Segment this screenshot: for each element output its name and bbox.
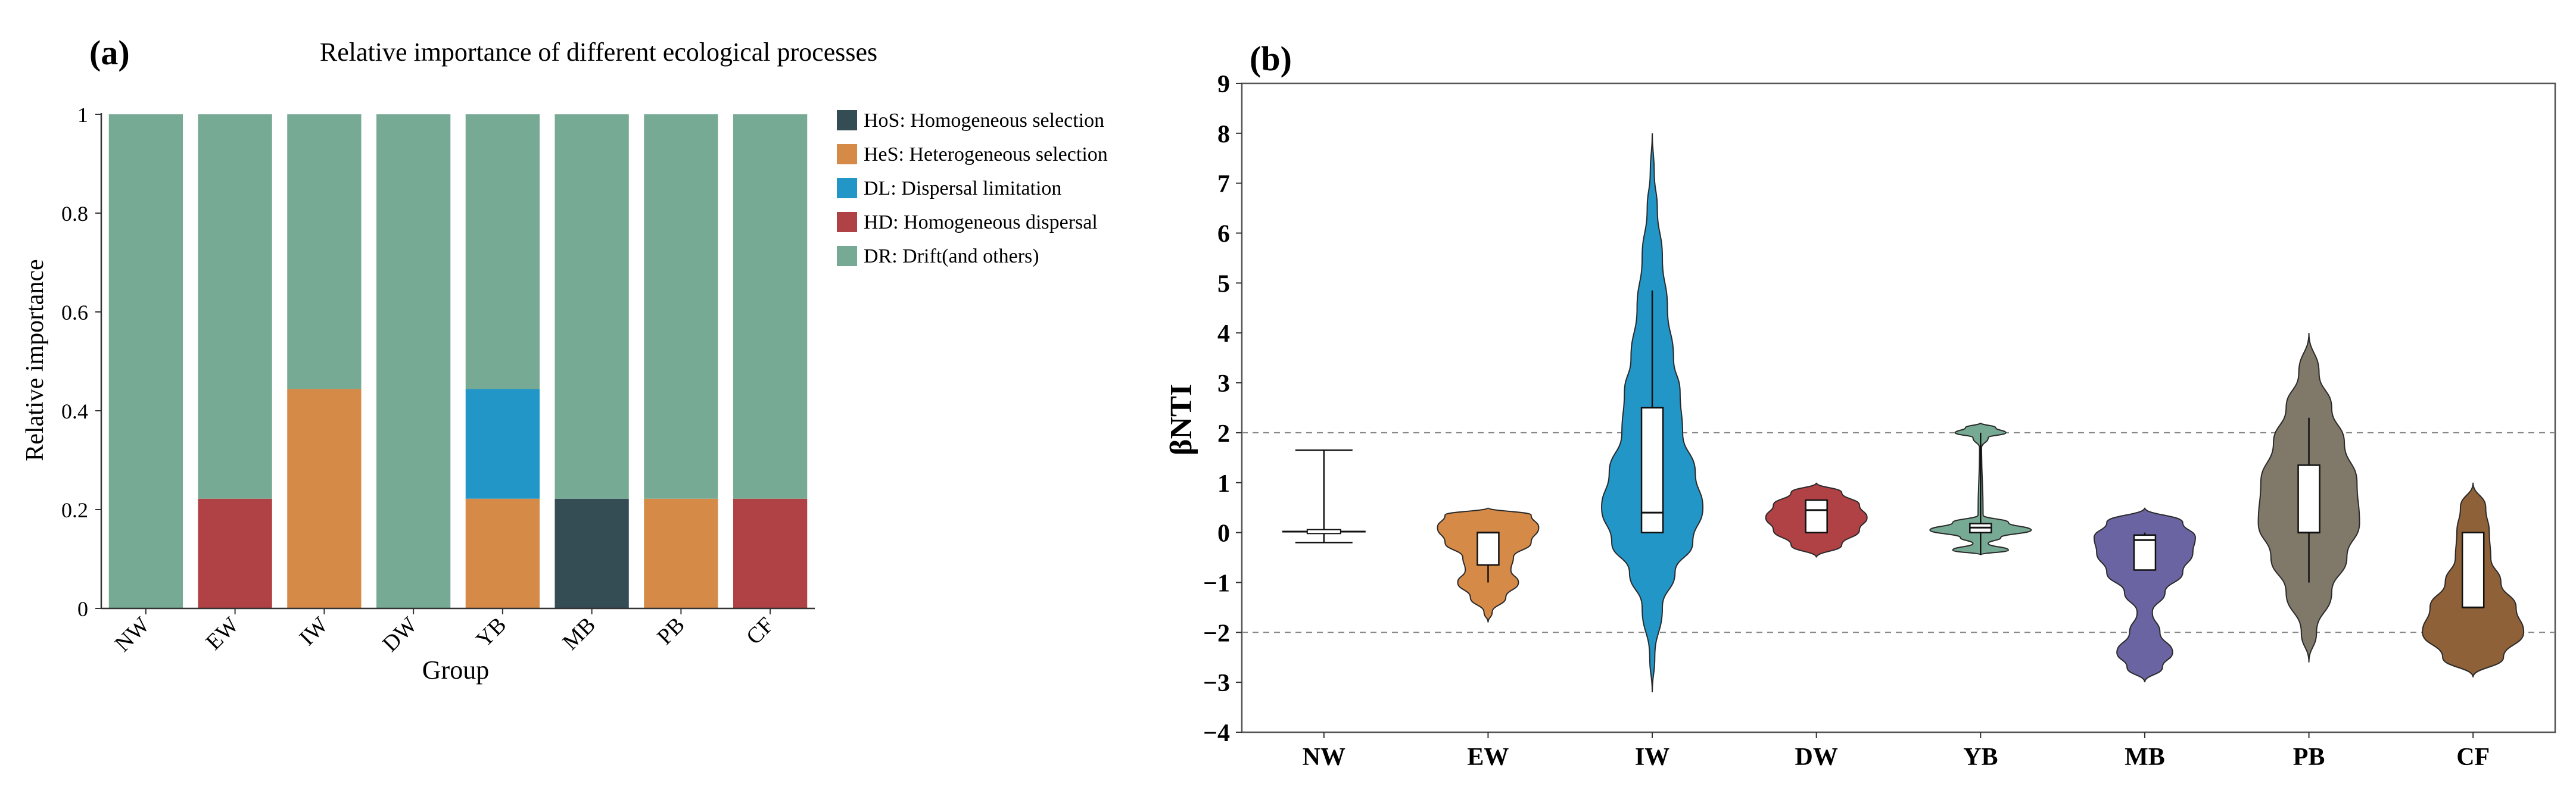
legend-swatch-dr bbox=[837, 246, 857, 266]
bar-dw-dr bbox=[376, 114, 451, 608]
x-tick-label-dw: DW bbox=[1795, 744, 1838, 771]
bar-ew-hd bbox=[198, 498, 272, 608]
y-tick-label: 4 bbox=[1217, 320, 1230, 348]
x-tick-label-pb: PB bbox=[652, 613, 690, 650]
x-tick-label-iw: IW bbox=[1635, 744, 1669, 771]
bar-cf-dr bbox=[733, 114, 808, 499]
bar-pb-hes bbox=[644, 498, 718, 608]
box-pb bbox=[2297, 464, 2320, 533]
panel-a-label: (a) bbox=[89, 33, 130, 72]
bar-mb-dr bbox=[555, 114, 629, 499]
y-tick-label: 1 bbox=[77, 103, 88, 127]
y-tick-label: 7 bbox=[1217, 171, 1230, 198]
x-tick-label-cf: CF bbox=[2456, 744, 2490, 771]
legend-swatch-dl bbox=[837, 178, 857, 198]
box-iw bbox=[1640, 407, 1664, 533]
y-tick-label: 0.6 bbox=[61, 301, 88, 324]
panel-a: (a) Relative importance of different eco… bbox=[21, 33, 1108, 685]
x-tick-label-ew: EW bbox=[201, 613, 244, 655]
y-tick-label: 9 bbox=[1217, 71, 1230, 98]
bar-mb-hos bbox=[555, 498, 629, 608]
bar-iw-hes bbox=[287, 389, 362, 608]
box-ew bbox=[1477, 532, 1500, 566]
x-tick-label-nw: NW bbox=[1303, 744, 1345, 771]
legend-label-dr: DR: Drift(and others) bbox=[864, 245, 1039, 267]
legend-swatch-hd bbox=[837, 212, 857, 232]
x-tick-label-dw: DW bbox=[378, 613, 422, 657]
x-tick-label-nw: NW bbox=[110, 613, 155, 657]
box-nw bbox=[1306, 529, 1341, 535]
x-tick-label-pb: PB bbox=[2293, 744, 2325, 771]
y-tick-label: 0.2 bbox=[61, 498, 88, 522]
y-tick-label: −2 bbox=[1203, 620, 1230, 647]
legend-label-hos: HoS: Homogeneous selection bbox=[864, 110, 1104, 132]
panel-b: (b) NW EW IW DW YB MB PB CF −4 −3 −2 −1 0 1 2 3 4 5 6 7 8 9 β… bbox=[1164, 39, 2556, 771]
bar-nw-dr bbox=[108, 114, 183, 608]
x-tick-label-yb: YB bbox=[1963, 744, 1998, 771]
y-tick-label: 0.4 bbox=[61, 399, 88, 423]
bar-yb-dr bbox=[465, 114, 540, 389]
panel-a-x-axis-label: Group bbox=[422, 655, 489, 685]
bar-iw-dr bbox=[287, 114, 362, 389]
panel-a-title: Relative importance of different ecologi… bbox=[320, 38, 877, 67]
y-tick-label: 0 bbox=[77, 597, 88, 621]
bar-yb-hes bbox=[465, 498, 540, 608]
bar-pb-dr bbox=[644, 114, 718, 499]
x-tick-label-mb: MB bbox=[2125, 744, 2165, 771]
x-tick-label-cf: CF bbox=[742, 613, 779, 650]
bar-cf-hd bbox=[733, 498, 808, 608]
x-tick-label-mb: MB bbox=[557, 613, 600, 655]
y-tick-label: 0 bbox=[1217, 520, 1230, 548]
y-tick-label: 6 bbox=[1217, 221, 1230, 248]
y-tick-label: −1 bbox=[1203, 570, 1230, 597]
panel-b-y-axis-label: βNTI bbox=[1164, 384, 1198, 455]
legend-label-hes: HeS: Heterogeneous selection bbox=[864, 143, 1108, 165]
panel-a-y-axis-label: Relative importance bbox=[21, 259, 49, 461]
x-tick-label-yb: YB bbox=[471, 613, 511, 652]
y-tick-label: 5 bbox=[1217, 270, 1230, 298]
y-tick-label: 1 bbox=[1217, 470, 1230, 498]
box-cf bbox=[2461, 532, 2485, 608]
x-tick-label-iw: IW bbox=[295, 613, 333, 651]
legend-label-dl: DL: Dispersal limitation bbox=[864, 177, 1061, 199]
bar-yb-dl bbox=[465, 389, 540, 499]
y-tick-label: 8 bbox=[1217, 121, 1230, 148]
y-tick-label: −4 bbox=[1203, 720, 1230, 747]
y-tick-label: 0.8 bbox=[61, 202, 88, 226]
legend-swatch-hes bbox=[837, 144, 857, 164]
legend-label-hd: HD: Homogeneous dispersal bbox=[864, 211, 1098, 233]
panel-a-bars bbox=[108, 114, 808, 608]
panel-b-plot-frame bbox=[1241, 82, 2556, 733]
legend-swatch-hos bbox=[837, 110, 857, 130]
y-tick-label: 2 bbox=[1217, 420, 1230, 448]
box-dw bbox=[1805, 499, 1828, 533]
panel-b-axes: NW EW IW DW YB MB PB CF −4 −3 −2 −1 0 1 2 3 4 5 6 7 8 9 bbox=[1203, 71, 2490, 771]
panel-b-violins bbox=[1282, 132, 2525, 692]
bar-ew-dr bbox=[198, 114, 272, 499]
y-tick-label: −3 bbox=[1203, 670, 1230, 697]
panel-b-label: (b) bbox=[1250, 39, 1292, 78]
panel-a-legend: HoS: Homogeneous selection HeS: Heterogen… bbox=[837, 110, 1108, 267]
x-tick-label-ew: EW bbox=[1467, 744, 1509, 771]
y-tick-label: 3 bbox=[1217, 370, 1230, 398]
